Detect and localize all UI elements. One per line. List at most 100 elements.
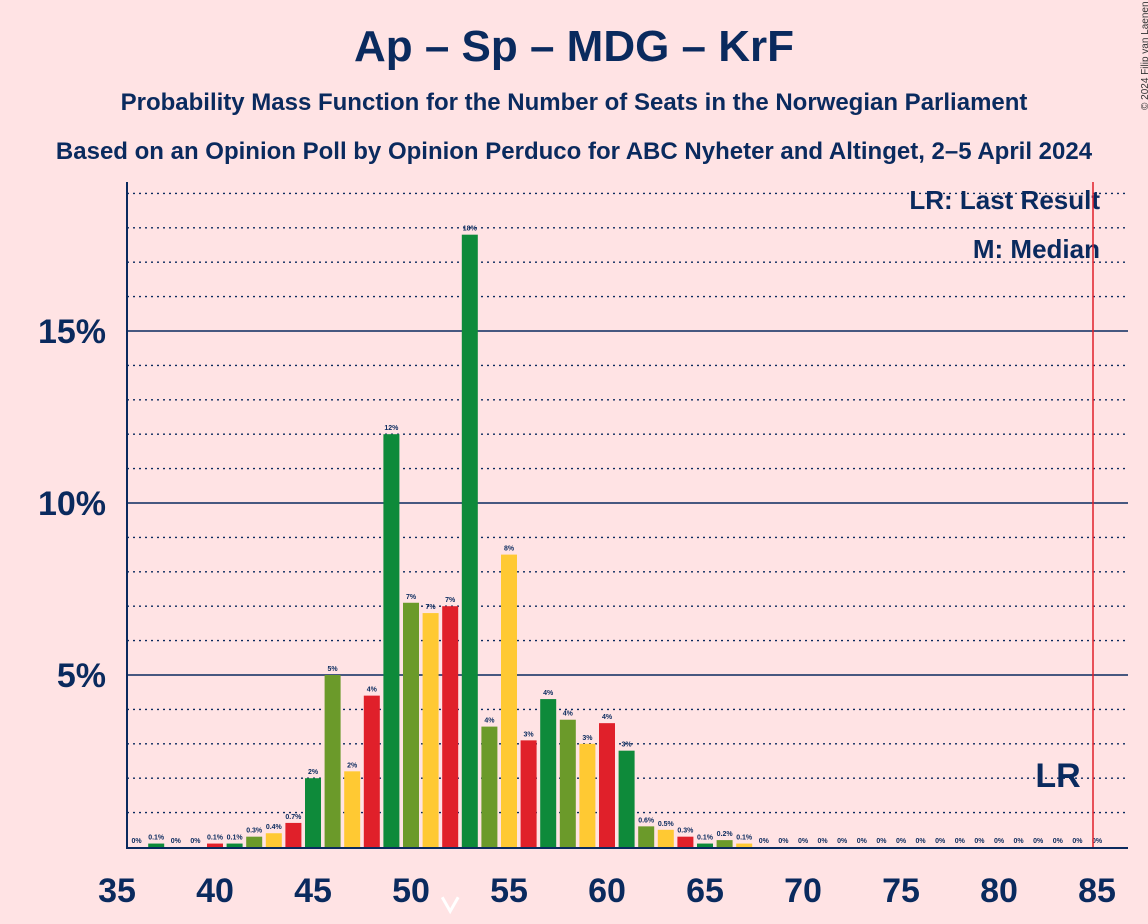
bar-label-62: 0.6%: [638, 817, 655, 824]
x-tick-label: 45: [294, 872, 332, 910]
legend-last-result: LR: Last Result: [909, 185, 1100, 215]
bar-label-82: 0%: [1033, 838, 1044, 845]
bar-label-56: 3%: [524, 731, 535, 738]
bar-label-41: 0.1%: [227, 835, 244, 842]
bar-seat-58: [559, 719, 576, 847]
bar-label-61: 3%: [622, 742, 633, 749]
bar-label-78: 0%: [955, 838, 966, 845]
chart-title: Ap – Sp – MDG – KrF: [353, 22, 795, 71]
chart-source: Based on an Opinion Poll by Opinion Perd…: [55, 138, 1093, 165]
bar-label-42: 0.3%: [246, 828, 263, 835]
x-tick-label: 60: [588, 872, 626, 910]
y-tick-label: 5%: [57, 657, 106, 695]
bar-label-45: 2%: [308, 769, 319, 776]
bar-label-80: 0%: [994, 838, 1005, 845]
x-tick-label: 85: [1078, 872, 1116, 910]
bar-seat-55: [501, 554, 517, 847]
bar-seat-44: [285, 822, 302, 847]
bar-label-66: 0.2%: [717, 831, 734, 838]
bar-label-54: 4%: [484, 718, 495, 725]
bar-seat-47: [344, 771, 361, 847]
bar-label-83: 0%: [1053, 838, 1064, 845]
bar-label-81: 0%: [1014, 838, 1025, 845]
bar-seat-61: [618, 750, 635, 847]
bar-label-37: 0.1%: [148, 835, 165, 842]
bar-label-55: 8%: [504, 546, 515, 553]
x-tick-label: 35: [98, 872, 136, 910]
bar-label-53: 18%: [463, 226, 478, 233]
x-tick-label: 55: [490, 872, 528, 910]
x-tick-label: 80: [980, 872, 1018, 910]
bar-seat-59: [579, 743, 596, 847]
bar-label-59: 3%: [582, 735, 593, 742]
bar-seat-63: [657, 829, 674, 847]
bar-seat-66: [716, 840, 733, 847]
bar-seat-57: [540, 699, 557, 847]
y-tick-label: 10%: [38, 485, 106, 523]
bar-label-84: 0%: [1072, 838, 1083, 845]
x-tick-label: 40: [196, 872, 234, 910]
median-marker: [440, 896, 460, 915]
bar-label-77: 0%: [935, 838, 946, 845]
bar-seat-60: [599, 723, 615, 847]
bar-seat-49: [383, 434, 400, 847]
bar-label-70: 0%: [798, 838, 809, 845]
bar-label-85: 0%: [1092, 838, 1103, 845]
bar-labels: 0% 0.1% 0% 0% 0.1% 0.1%0.3% 0.4%0.7%2%5%2%4%12…: [132, 226, 1103, 845]
bar-seat-45: [305, 778, 321, 847]
bar-seat-52: [442, 606, 459, 847]
bar-label-74: 0%: [876, 838, 887, 845]
bar-label-49: 12%: [384, 425, 399, 432]
bar-label-60: 4%: [602, 714, 613, 721]
bar-seat-51: [422, 613, 439, 847]
bar-seat-56: [520, 740, 537, 847]
bar-label-51: 7%: [426, 604, 437, 611]
bar-label-69: 0%: [778, 838, 789, 845]
bar-label-67: 0.1%: [736, 835, 753, 842]
bar-label-47: 2%: [347, 762, 358, 769]
bar-label-63: 0.5%: [658, 821, 675, 828]
bar-seat-37: [148, 843, 165, 847]
bar-label-57: 4%: [543, 690, 554, 697]
bar-label-36: 0%: [132, 838, 143, 845]
bar-seat-64: [677, 836, 694, 847]
bar-label-50: 7%: [406, 594, 417, 601]
bar-seat-67: [736, 843, 753, 847]
chart-subtitle: Probability Mass Function for the Number…: [120, 89, 1028, 116]
last-result-marker: LR: [1035, 757, 1080, 795]
axes: [126, 182, 1128, 849]
y-tick-labels: 5% 10% 15%: [38, 313, 106, 695]
x-tick-label: 50: [392, 872, 430, 910]
bar-label-43: 0.4%: [266, 824, 283, 831]
y-tick-label: 15%: [38, 313, 106, 351]
bar-label-38: 0%: [171, 838, 182, 845]
bar-label-73: 0%: [857, 838, 868, 845]
bar-label-46: 5%: [328, 666, 339, 673]
x-tick-label: 65: [686, 872, 724, 910]
bar-seat-42: [246, 836, 263, 847]
bar-seat-54: [481, 726, 498, 847]
bar-seat-40: [207, 843, 223, 847]
bar-seat-62: [638, 826, 655, 847]
bar-label-79: 0%: [974, 838, 985, 845]
bar-series: [148, 234, 753, 847]
bar-label-68: 0%: [759, 838, 770, 845]
bar-seat-41: [226, 843, 243, 847]
bar-label-39: 0%: [190, 838, 201, 845]
bar-label-48: 4%: [367, 687, 378, 694]
x-tick-labels: 35 40 45 50 55 60 65 70 75 80 85: [98, 872, 1116, 910]
bar-label-58: 4%: [563, 711, 574, 718]
x-tick-label: 75: [882, 872, 920, 910]
bar-seat-46: [324, 675, 341, 847]
bar-label-72: 0%: [837, 838, 848, 845]
bar-seat-43: [265, 833, 282, 847]
bar-label-65: 0.1%: [697, 835, 714, 842]
bar-label-64: 0.3%: [677, 828, 694, 835]
bar-seat-50: [403, 602, 419, 847]
bar-label-44: 0.7%: [285, 814, 302, 821]
bar-label-52: 7%: [445, 597, 456, 604]
bar-label-75: 0%: [896, 838, 907, 845]
bar-label-40: 0.1%: [207, 835, 224, 842]
bar-label-76: 0%: [916, 838, 927, 845]
